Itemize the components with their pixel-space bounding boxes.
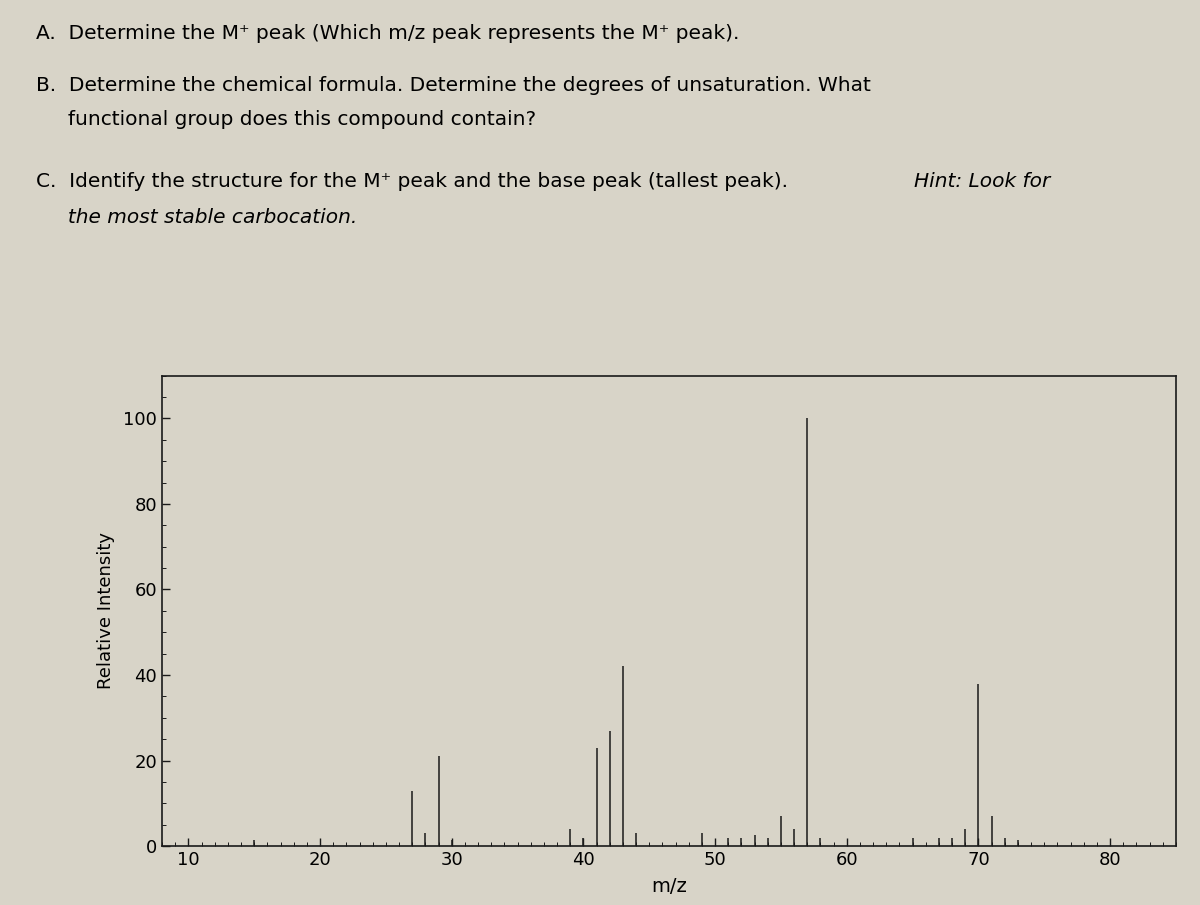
- Text: Hint: Look for: Hint: Look for: [914, 172, 1051, 191]
- Text: B.  Determine the chemical formula. Determine the degrees of unsaturation. What: B. Determine the chemical formula. Deter…: [36, 76, 871, 95]
- Text: functional group does this compound contain?: functional group does this compound cont…: [36, 110, 536, 129]
- Y-axis label: Relative Intensity: Relative Intensity: [97, 532, 115, 690]
- Text: C.  Identify the structure for the M⁺ peak and the base peak (tallest peak).: C. Identify the structure for the M⁺ pea…: [36, 172, 794, 191]
- Text: the most stable carbocation.: the most stable carbocation.: [36, 208, 358, 227]
- Text: A.  Determine the M⁺ peak (Which m/z peak represents the M⁺ peak).: A. Determine the M⁺ peak (Which m/z peak…: [36, 24, 739, 43]
- X-axis label: m/z: m/z: [652, 877, 686, 896]
